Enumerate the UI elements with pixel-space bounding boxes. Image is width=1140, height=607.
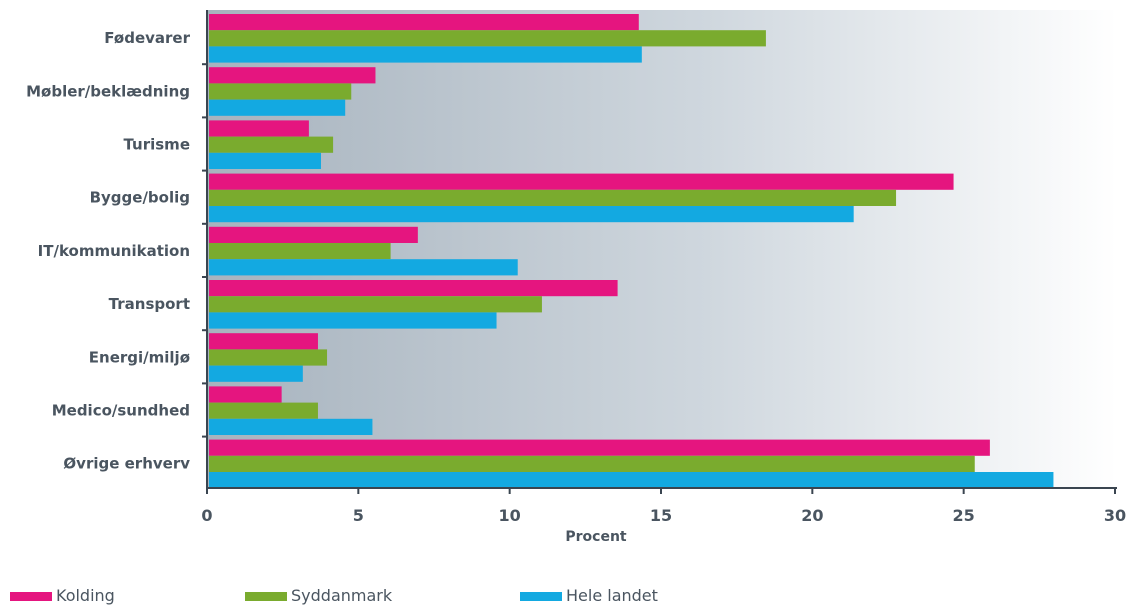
bar-kolding-2	[209, 67, 376, 84]
legend-label-hele-landet: Hele landet	[566, 586, 658, 605]
y-category-label: Øvrige erhverv	[63, 455, 190, 473]
legend-item-syddanmark: Syddanmark	[245, 586, 392, 606]
bar-chart: Fødevarer Møbler/beklædning Turisme Bygge/b…	[26, 10, 1126, 545]
bar-hele-landet-5	[209, 259, 518, 276]
bar-hele-landet-8	[209, 418, 373, 435]
bar-kolding-1	[209, 14, 639, 31]
bar-syddanmark-8	[209, 402, 318, 419]
bar-syddanmark-9	[209, 455, 975, 472]
bar-hele-landet-7	[209, 365, 303, 382]
legend-item-hele-landet: Hele landet	[520, 586, 658, 606]
legend-swatch-kolding	[10, 591, 52, 601]
x-tick-label: 25	[953, 506, 975, 525]
bar-syddanmark-6	[209, 296, 542, 313]
bar-kolding-8	[209, 386, 282, 403]
bar-kolding-3	[209, 120, 309, 137]
bar-hele-landet-9	[209, 472, 1054, 489]
legend-label-kolding: Kolding	[56, 586, 115, 605]
y-category-label: Fødevarer	[104, 29, 190, 47]
bar-syddanmark-2	[209, 83, 352, 100]
y-category-label: Bygge/bolig	[90, 189, 190, 207]
y-category-label: Energi/miljø	[89, 348, 190, 366]
legend-swatch-syddanmark	[245, 591, 287, 601]
bar-kolding-4	[209, 173, 954, 190]
x-tick-label: 5	[353, 506, 364, 525]
legend: Kolding Syddanmark Hele landet	[0, 586, 1140, 607]
bar-kolding-6	[209, 280, 618, 297]
bar-hele-landet-6	[209, 312, 497, 329]
y-category-label: IT/kommunikation	[38, 242, 190, 260]
bar-hele-landet-2	[209, 99, 346, 116]
y-category-label: Medico/sundhed	[52, 402, 190, 420]
bar-syddanmark-4	[209, 189, 897, 206]
legend-item-kolding: Kolding	[10, 586, 115, 606]
y-category-label: Turisme	[123, 136, 190, 154]
bar-syddanmark-3	[209, 136, 334, 153]
x-axis-title: Procent	[565, 529, 627, 545]
bar-kolding-7	[209, 333, 318, 350]
bar-syddanmark-5	[209, 243, 391, 260]
legend-label-syddanmark: Syddanmark	[291, 586, 393, 605]
x-tick-label: 15	[650, 506, 672, 525]
x-tick-label: 10	[499, 506, 521, 525]
y-axis-categories: Fødevarer Møbler/beklædning Turisme Bygge/b…	[26, 29, 207, 473]
bar-syddanmark-1	[209, 30, 766, 47]
x-tick-label: 30	[1104, 506, 1126, 525]
y-category-label: Transport	[109, 295, 190, 313]
bar-hele-landet-4	[209, 206, 854, 223]
bars-group	[209, 14, 1054, 489]
bar-kolding-5	[209, 226, 418, 243]
bar-hele-landet-1	[209, 46, 642, 63]
x-tick-label: 0	[201, 506, 212, 525]
bar-syddanmark-7	[209, 349, 328, 366]
bar-kolding-9	[209, 439, 990, 456]
x-tick-label: 20	[801, 506, 823, 525]
y-category-label: Møbler/beklædning	[26, 82, 190, 100]
bar-hele-landet-3	[209, 152, 321, 169]
legend-swatch-hele-landet	[520, 591, 562, 601]
x-axis-ticks: 0 5 10 15 20 25 30	[201, 488, 1126, 525]
